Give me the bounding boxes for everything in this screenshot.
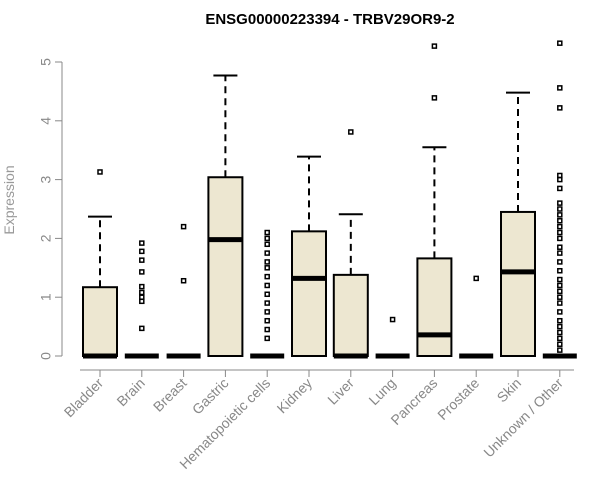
chart-title: ENSG00000223394 - TRBV29OR9-2 xyxy=(205,11,454,28)
outlier-point xyxy=(557,329,563,336)
outlier-point xyxy=(264,273,270,280)
y-tick-label: 3 xyxy=(38,175,54,183)
outlier-point xyxy=(557,317,563,324)
box-group xyxy=(82,40,577,359)
outlier-point xyxy=(557,267,563,274)
x-category-label: Unknown / Other xyxy=(480,375,566,461)
outlier-point xyxy=(557,229,563,236)
box-prostate xyxy=(459,275,494,359)
y-tick-label: 0 xyxy=(38,352,54,360)
x-category-label: Prostate xyxy=(434,375,482,423)
outlier-point xyxy=(139,283,145,290)
outlier-point xyxy=(264,259,270,265)
outlier-point xyxy=(139,240,145,246)
outlier-point xyxy=(139,289,145,296)
outlier-point xyxy=(557,309,563,315)
box-pancreas xyxy=(416,43,453,357)
box-gastric xyxy=(207,74,244,357)
outlier-point xyxy=(557,200,563,206)
outlier-point xyxy=(389,316,396,323)
outlier-point xyxy=(557,223,563,230)
outlier-point xyxy=(557,235,563,242)
outlier-point xyxy=(557,244,563,250)
outlier-point xyxy=(557,335,563,342)
outlier-point xyxy=(139,269,145,275)
outlier-point xyxy=(557,105,563,111)
outlier-point xyxy=(557,300,563,306)
box-breast xyxy=(166,223,201,359)
outlier-point xyxy=(180,223,187,230)
box-kidney xyxy=(291,155,327,357)
outlier-point xyxy=(557,218,563,224)
box-rect xyxy=(207,176,244,357)
box-skin xyxy=(500,91,536,357)
outlier-point xyxy=(431,95,438,101)
outlier-point xyxy=(264,250,270,256)
box-rect xyxy=(82,286,118,358)
outlier-point xyxy=(264,300,270,306)
box-bladder xyxy=(82,169,118,359)
outlier-point xyxy=(557,185,563,192)
outlier-point xyxy=(348,129,354,135)
x-category-label: Breast xyxy=(150,375,190,415)
outlier-point xyxy=(139,248,145,255)
outlier-point xyxy=(264,309,270,315)
outlier-point xyxy=(557,276,563,283)
x-category-label: Liver xyxy=(324,375,357,408)
outlier-point xyxy=(264,335,270,342)
x-category-label: Brain xyxy=(113,375,147,409)
y-tick-label: 2 xyxy=(38,234,54,242)
x-category-label: Kidney xyxy=(274,375,316,417)
y-tick-label: 1 xyxy=(38,293,54,301)
outlier-point xyxy=(557,172,563,179)
outlier-point xyxy=(264,229,270,236)
outlier-point xyxy=(557,341,563,347)
outlier-point xyxy=(264,291,270,298)
box-rect xyxy=(416,257,453,357)
outlier-point xyxy=(264,317,270,324)
outlier-point xyxy=(264,326,270,333)
outlier-point xyxy=(557,347,563,353)
outlier-point xyxy=(557,212,563,218)
outlier-point xyxy=(557,40,563,46)
box-unknown-other xyxy=(542,40,577,359)
y-axis-title: Expression xyxy=(1,165,17,234)
outlier-point xyxy=(97,169,103,175)
outlier-point xyxy=(139,257,145,263)
box-lung xyxy=(375,316,410,359)
y-axis-ticks: 0 1 2 3 4 5 xyxy=(38,58,62,360)
box-rect xyxy=(291,230,327,357)
y-tick-label: 5 xyxy=(38,58,54,66)
outlier-point xyxy=(431,43,438,49)
box-brain xyxy=(124,240,159,359)
outlier-point xyxy=(180,277,187,284)
box-hematopoietic-cells xyxy=(250,229,285,359)
box-liver xyxy=(332,129,369,359)
box-rect xyxy=(332,273,369,357)
outlier-point xyxy=(557,288,563,295)
outlier-point xyxy=(139,325,145,332)
x-category-label: Skin xyxy=(494,375,525,406)
outlier-point xyxy=(557,294,563,300)
y-tick-label: 4 xyxy=(38,117,54,125)
outlier-point xyxy=(557,250,563,256)
x-category-label: Lung xyxy=(365,375,398,408)
outlier-point xyxy=(557,206,563,212)
outlier-point xyxy=(557,85,563,91)
outlier-point xyxy=(557,323,563,330)
x-category-label: Bladder xyxy=(61,375,107,421)
outlier-point xyxy=(557,259,563,265)
outlier-point xyxy=(264,265,270,271)
outlier-point xyxy=(139,294,145,300)
outlier-point xyxy=(473,275,479,282)
box-rect xyxy=(500,210,536,357)
outlier-point xyxy=(264,282,270,289)
outlier-point xyxy=(264,241,270,248)
outlier-point xyxy=(557,282,563,289)
outlier-point xyxy=(264,235,270,242)
